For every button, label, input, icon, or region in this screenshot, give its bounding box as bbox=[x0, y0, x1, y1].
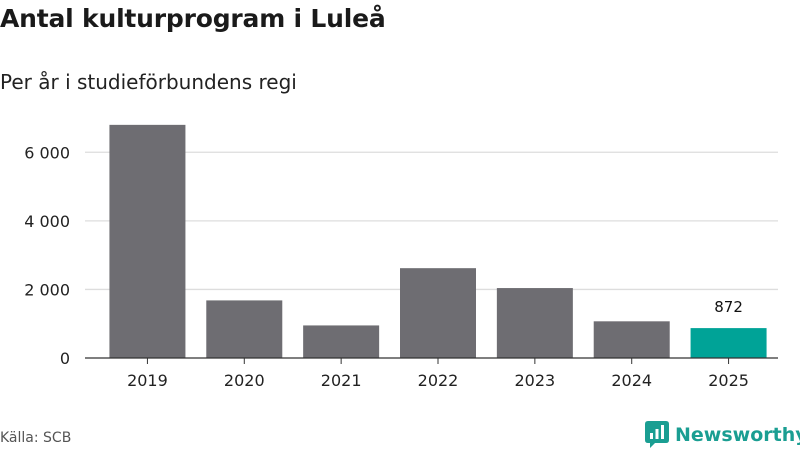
y-tick-label: 2 000 bbox=[24, 280, 70, 299]
data-label: 872 bbox=[714, 298, 743, 316]
bar-2024 bbox=[593, 321, 670, 358]
bar-2022 bbox=[400, 268, 476, 358]
x-tick-label: 2023 bbox=[514, 371, 555, 390]
bar-2023 bbox=[496, 288, 573, 358]
bar-2019 bbox=[109, 124, 186, 358]
x-tick-label: 2022 bbox=[418, 371, 459, 390]
brand-logo: Newsworthy bbox=[645, 421, 800, 449]
newsworthy-logo-icon bbox=[645, 421, 669, 448]
x-tick-label: 2025 bbox=[708, 371, 749, 390]
y-tick-label: 6 000 bbox=[24, 143, 70, 162]
x-tick-label: 2020 bbox=[224, 371, 265, 390]
axes: 0 2 000 4 000 6 000 2019 2020 2021 2022 2023 2024… bbox=[24, 143, 778, 390]
chart-subtitle: Per år i studieförbundens regi bbox=[0, 70, 297, 94]
y-tick-label: 0 bbox=[60, 349, 70, 368]
x-tick-label: 2021 bbox=[321, 371, 362, 390]
brand-name: Newsworthy bbox=[675, 424, 800, 446]
bar-2020 bbox=[206, 300, 283, 358]
x-tick-label: 2019 bbox=[127, 371, 168, 390]
bar-2025 bbox=[690, 328, 767, 358]
bar-2021 bbox=[303, 325, 380, 358]
chart-title: Antal kulturprogram i Luleå bbox=[0, 4, 386, 33]
bars: 872 bbox=[109, 124, 767, 358]
x-tick-label: 2024 bbox=[611, 371, 652, 390]
y-tick-label: 4 000 bbox=[24, 212, 70, 231]
source-note: Källa: SCB bbox=[0, 430, 72, 446]
